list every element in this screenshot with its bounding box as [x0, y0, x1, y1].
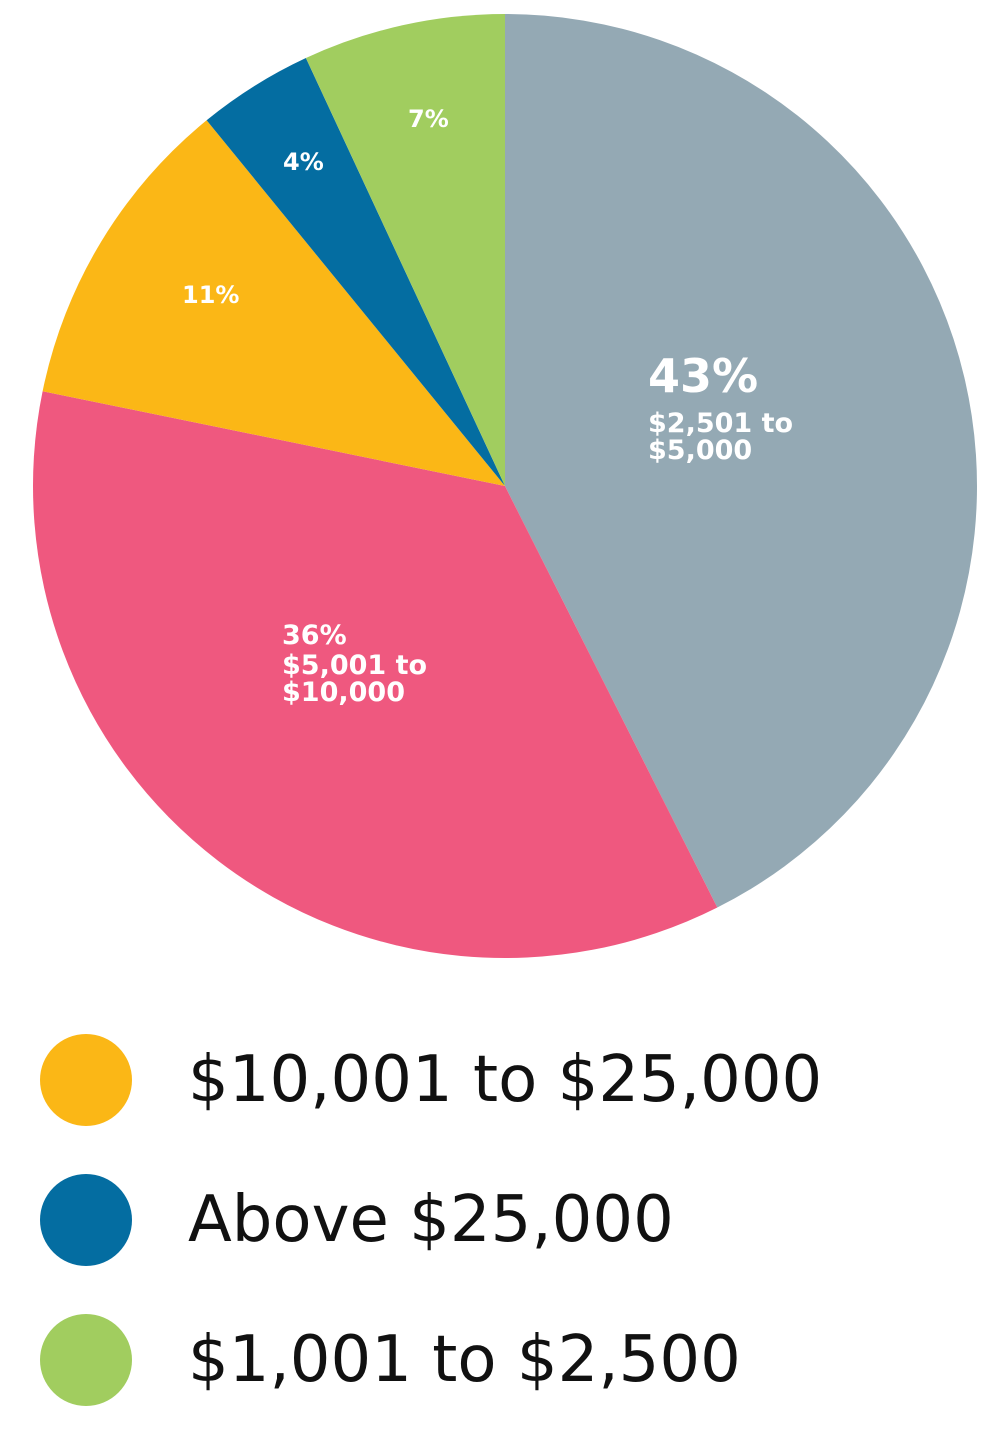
pie-slices: [33, 14, 977, 959]
slice-label: 7%: [408, 105, 449, 133]
pie-slice: [206, 58, 506, 486]
slice-category-label: $2,501 to: [648, 408, 793, 439]
slice-label: 11%: [182, 281, 239, 309]
legend-item: $10,001 to $25,000: [40, 1010, 980, 1150]
slice-category-label: $5,001 to: [282, 650, 427, 681]
legend-swatch: [40, 1174, 132, 1266]
pie-slice: [42, 120, 505, 486]
legend-item: $1,001 to $2,500: [40, 1290, 980, 1430]
legend-label: $10,001 to $25,000: [188, 1043, 823, 1117]
legend-swatch: [40, 1034, 132, 1126]
legend: $10,001 to $25,000 Above $25,000 $1,001 …: [40, 1010, 980, 1430]
slice-percent-label: 36%: [282, 620, 347, 651]
slice-label: 4%: [283, 148, 324, 176]
pie-slice-labels: 43% $2,501 to $5,000 36% $5,001 to $10,000 11%…: [182, 105, 793, 708]
slice-category-label: $5,000: [648, 435, 752, 466]
legend-label: Above $25,000: [188, 1183, 674, 1257]
pie-slice: [305, 14, 505, 486]
legend-item: Above $25,000: [40, 1150, 980, 1290]
slice-label: 36% $5,001 to $10,000: [282, 620, 427, 708]
legend-label: $1,001 to $2,500: [188, 1323, 741, 1397]
slice-percent-label: 7%: [408, 105, 449, 133]
legend-swatch: [40, 1314, 132, 1406]
pie-slice: [33, 391, 718, 959]
pie-chart: 43% $2,501 to $5,000 36% $5,001 to $10,000 11%…: [33, 14, 977, 959]
slice-category-label: $10,000: [282, 677, 405, 708]
slice-percent-label: 4%: [283, 148, 324, 176]
slice-percent-label: 11%: [182, 281, 239, 309]
slice-percent-label: 43%: [648, 349, 758, 403]
pie-slice: [505, 14, 977, 908]
slice-label: 43% $2,501 to $5,000: [648, 349, 793, 466]
